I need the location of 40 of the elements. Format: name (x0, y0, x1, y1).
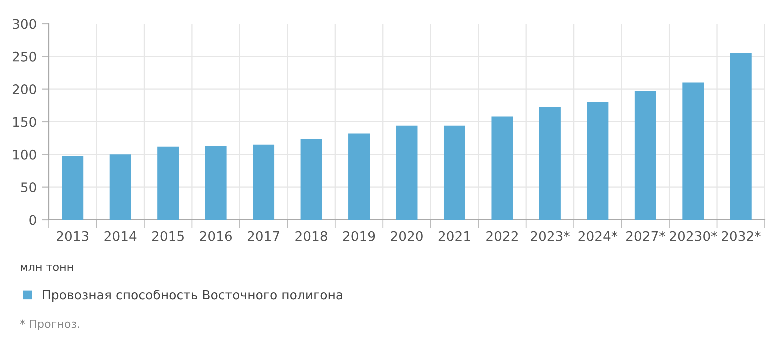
x-tick-label: 2016 (200, 231, 232, 242)
bar (158, 146, 180, 220)
y-tick-label: 200 (12, 84, 36, 95)
y-tick-label: 300 (13, 19, 36, 30)
bar (348, 134, 370, 220)
bar (110, 154, 132, 220)
bar (300, 138, 322, 220)
x-tick-label: 2032* (722, 231, 761, 242)
bar (587, 102, 609, 220)
x-tick-label: 2020 (391, 231, 423, 242)
text: * Прогноз. (20, 320, 80, 330)
bar (730, 53, 752, 220)
bar (253, 144, 275, 220)
x-tick-label: 2021 (438, 231, 470, 242)
x-tick-label: 2017 (248, 231, 280, 242)
bar (396, 126, 418, 220)
y-axis-title: млн тонн (21, 264, 74, 272)
x-tick-label: 2013 (57, 231, 89, 242)
x-tick-label: 2023* (531, 231, 570, 242)
y-tick-label: 100 (13, 150, 36, 160)
x-tick-label: 20230* (670, 231, 718, 242)
legend-label: Провозная способность Восточного полигона (43, 290, 342, 302)
bar (205, 146, 227, 220)
bar (682, 82, 704, 220)
x-tick-label: 2019 (343, 231, 376, 242)
y-tick-label: 250 (12, 52, 36, 62)
y-tick-label: 0 (30, 215, 36, 226)
bar (62, 156, 84, 220)
bar (634, 91, 656, 220)
x-tick-label: 2027* (626, 231, 666, 242)
y-tick-label: 150 (13, 117, 36, 128)
bar (444, 126, 466, 220)
bar (539, 106, 561, 220)
x-tick-label: 2024* (578, 231, 618, 242)
x-tick-label: 2018 (296, 231, 328, 242)
y-tick-label: 50 (21, 182, 36, 193)
x-tick-label: 2014 (104, 231, 137, 242)
bar (492, 116, 514, 220)
x-tick-label: 2015 (152, 231, 184, 242)
x-tick-label: 2022 (486, 231, 518, 242)
